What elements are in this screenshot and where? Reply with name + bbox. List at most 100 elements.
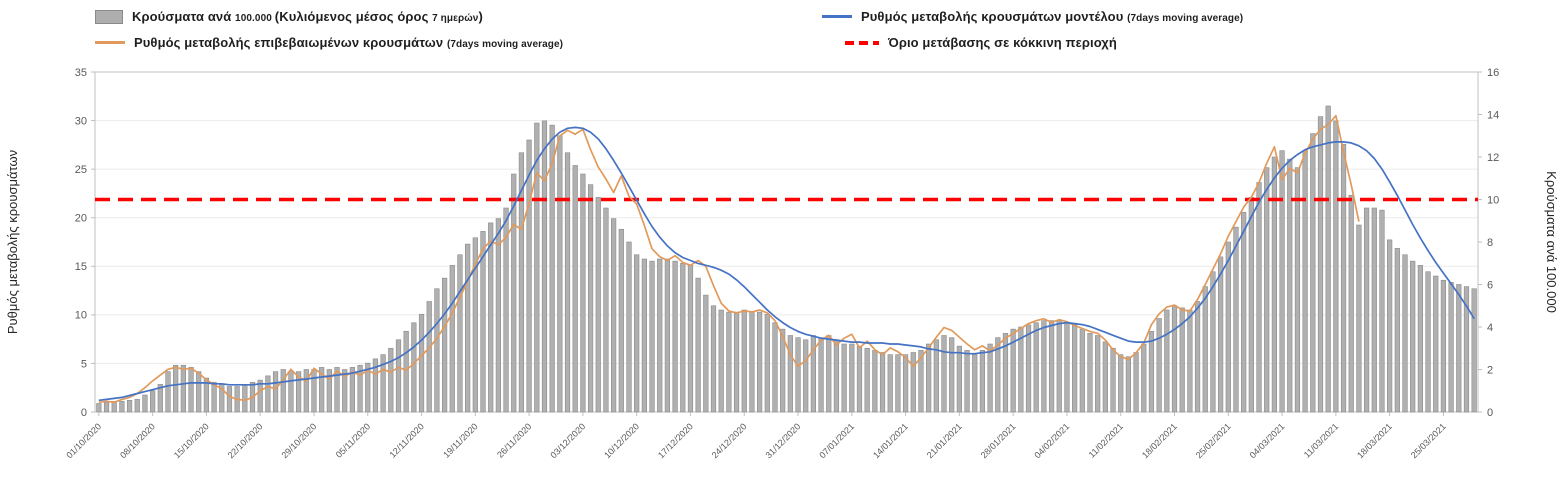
bar	[949, 337, 955, 413]
bar	[395, 339, 402, 413]
bar	[1164, 309, 1170, 413]
bar	[1256, 182, 1262, 413]
chart-legend: Κρούσματα ανά 100.000 (Κυλιόμενος μέσος …	[0, 0, 1562, 62]
x-tick-label: 04/03/2021	[1248, 421, 1287, 460]
bar	[549, 124, 555, 413]
bar	[1363, 207, 1370, 413]
bar	[826, 335, 832, 413]
left-tick-label: 30	[75, 115, 87, 127]
bar	[910, 352, 916, 413]
bar	[334, 367, 340, 413]
bar	[864, 347, 870, 413]
bar	[480, 231, 486, 413]
bar	[841, 343, 847, 413]
bar	[818, 337, 824, 413]
bar	[150, 390, 156, 413]
bar	[1171, 305, 1178, 413]
bar	[342, 369, 348, 413]
bar	[1210, 271, 1216, 413]
bar	[1264, 167, 1270, 413]
bar	[1356, 224, 1362, 413]
bar	[756, 311, 763, 413]
right-tick-label: 10	[1487, 194, 1499, 206]
bars-series	[96, 105, 1477, 413]
x-tick-label: 19/11/2020	[441, 421, 479, 459]
bar	[1156, 318, 1162, 413]
bar	[856, 345, 863, 413]
bar	[564, 152, 571, 413]
bar	[956, 345, 962, 413]
bar	[1118, 354, 1124, 413]
bar	[680, 262, 686, 413]
gridlines	[95, 71, 1478, 413]
x-tick-label: 10/12/2020	[602, 421, 641, 460]
bar	[1410, 260, 1416, 413]
bar	[726, 311, 732, 413]
bar	[142, 394, 148, 413]
bar	[1125, 356, 1132, 413]
left-tick-label: 20	[75, 213, 87, 225]
bar	[1371, 207, 1377, 413]
bar	[211, 381, 217, 413]
bar	[1187, 309, 1193, 413]
bar	[1333, 120, 1339, 413]
bar	[849, 343, 855, 413]
right-tick-label: 8	[1487, 237, 1493, 249]
x-tick-label: 26/11/2020	[495, 421, 533, 459]
bar	[349, 367, 355, 413]
legend-label: Κρούσματα ανά 100.000 (Κυλιόμενος μέσος …	[132, 9, 483, 24]
x-tick-label: 11/02/2021	[1087, 421, 1125, 459]
x-tick-label: 03/12/2020	[548, 421, 587, 460]
bar	[1448, 282, 1454, 413]
bar	[173, 364, 179, 413]
bar	[426, 301, 432, 413]
bar	[511, 173, 517, 413]
bar	[987, 343, 993, 413]
bar	[872, 350, 878, 413]
left-axis-title: Ρυθμός μεταβολής κρουσμάτων	[5, 150, 20, 334]
bar	[465, 243, 471, 413]
left-tick-label: 10	[75, 310, 87, 322]
bar	[518, 152, 525, 413]
x-axis-ticks: 01/10/2020 08/10/2020 15/10/2020 22/10/2020…	[64, 412, 1448, 460]
bar	[1033, 322, 1039, 413]
bar	[1110, 347, 1116, 413]
bar	[242, 384, 248, 413]
bar	[649, 260, 655, 413]
x-tick-label: 11/03/2021	[1302, 421, 1340, 459]
bar	[672, 260, 678, 413]
bar	[795, 337, 801, 413]
legend-label: Όριο μετάβασης σε κόκκινη περιοχή	[888, 35, 1117, 50]
bar	[1433, 275, 1439, 413]
bar	[103, 402, 110, 413]
bar	[1072, 324, 1078, 413]
bar	[1102, 341, 1108, 413]
bar	[1302, 150, 1308, 413]
bar	[741, 309, 747, 413]
bar	[526, 139, 532, 413]
bar	[879, 352, 886, 413]
legend-label: Ρυθμός μεταβολής κρουσμάτων μοντέλου (7d…	[861, 9, 1244, 24]
bar	[1279, 150, 1285, 413]
bar	[326, 369, 332, 413]
bar	[418, 313, 425, 413]
bar	[357, 364, 363, 413]
bar	[388, 347, 394, 413]
bar	[1394, 248, 1400, 413]
bar	[1456, 284, 1462, 413]
bar	[764, 313, 770, 413]
right-tick-label: 12	[1487, 152, 1499, 164]
bar	[111, 401, 117, 413]
left-tick-label: 25	[75, 164, 87, 176]
bar	[833, 339, 840, 413]
bar	[787, 335, 793, 413]
bar	[1425, 271, 1431, 413]
bar	[1194, 301, 1201, 413]
bar	[280, 369, 286, 413]
left-tick-label: 35	[75, 67, 87, 79]
right-tick-label: 2	[1487, 364, 1493, 376]
bar	[319, 367, 325, 413]
x-tick-label: 01/10/2020	[64, 421, 103, 460]
